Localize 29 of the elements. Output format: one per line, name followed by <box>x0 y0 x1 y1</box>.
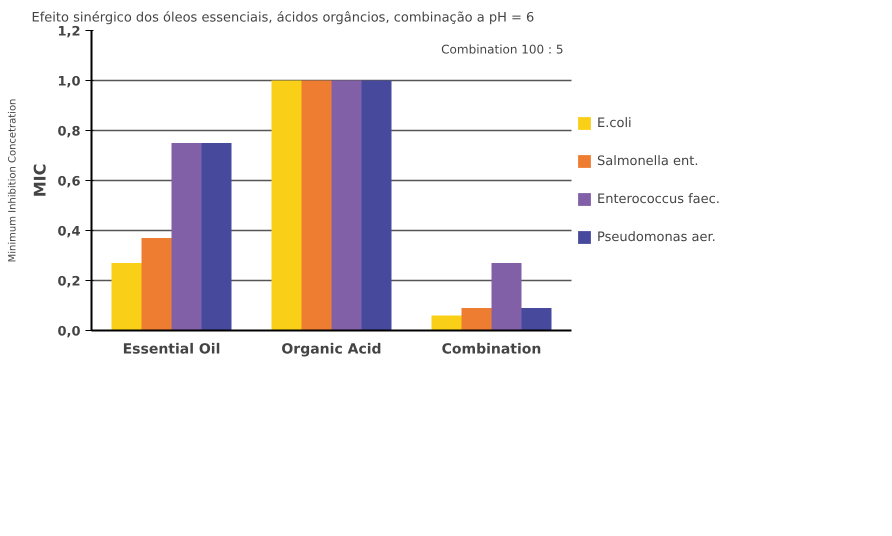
y-tick-label: 0,2 <box>57 274 80 290</box>
bar <box>112 263 142 330</box>
y-tick-label: 0,6 <box>57 174 80 190</box>
bar <box>302 80 332 330</box>
bar <box>172 143 202 330</box>
x-tick-label: Combination <box>442 342 542 358</box>
y-tick-label: 0,4 <box>57 224 80 240</box>
y-tick-label: 0,0 <box>57 324 80 340</box>
chart-title: Efeito sinérgico dos óleos essenciais, ácidos orgâncios, combinação a pH = 6 <box>32 10 534 26</box>
bar <box>332 80 362 330</box>
bar <box>432 316 462 330</box>
y-tick-label: 1,2 <box>57 24 80 40</box>
y-tick-label: 1,0 <box>57 74 80 90</box>
legend-label: Enterococcus faec. <box>597 192 720 206</box>
x-tick-label: Organic Acid <box>281 342 382 358</box>
bar <box>462 308 492 330</box>
y-axis-title: MIC Minimum Inhibition Concetration <box>8 98 50 262</box>
bar <box>362 80 392 330</box>
legend-label: Salmonella ent. <box>597 154 698 168</box>
bar <box>492 263 522 330</box>
x-tick-label: Essential Oil <box>122 342 220 358</box>
annotation: Combination 100 : 5 <box>441 42 564 56</box>
y-tick-label: 0,8 <box>57 124 80 140</box>
bar <box>142 238 172 330</box>
legend-label: E.coli <box>597 116 632 130</box>
legend-label: Pseudomonas aer. <box>597 230 716 244</box>
bar <box>522 308 552 330</box>
bar <box>272 80 302 330</box>
bar <box>202 143 232 330</box>
